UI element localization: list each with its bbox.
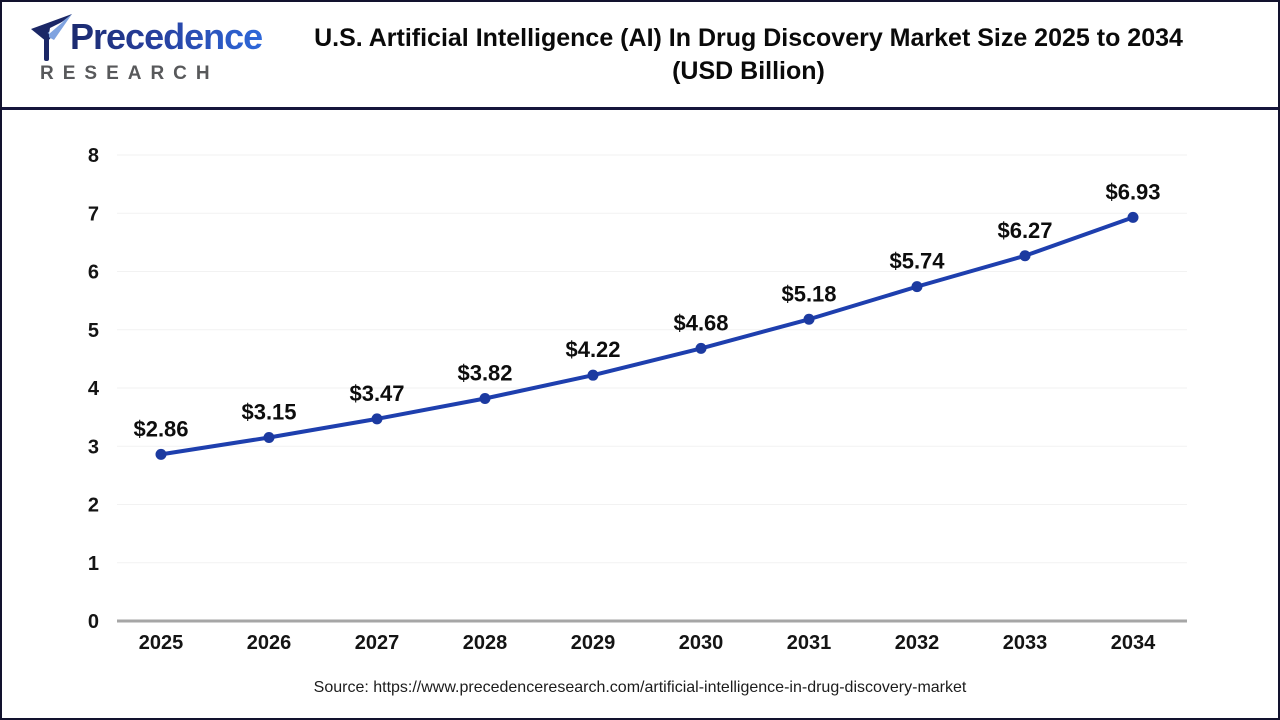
data-label: $6.27 xyxy=(997,218,1052,243)
x-tick-label: 2026 xyxy=(247,632,292,654)
data-label: $3.82 xyxy=(457,360,512,385)
line-chart: 0 1 2 3 4 5 6 7 8 2025 2026 2027 2028 2029 2030 2031 203… xyxy=(88,145,1187,654)
data-point xyxy=(803,313,815,325)
x-tick-label: 2028 xyxy=(463,632,508,654)
chart-area: 0 1 2 3 4 5 6 7 8 2025 2026 2027 2028 2029 2030 2031 203… xyxy=(2,110,1278,718)
y-tick-label: 7 xyxy=(88,203,99,225)
chart-title: U.S. Artificial Intelligence (AI) In Dru… xyxy=(237,22,1260,88)
brand-subtitle: RESEARCH xyxy=(40,63,219,84)
paper-plane-icon xyxy=(31,14,72,61)
data-point xyxy=(479,392,491,404)
data-label: $4.22 xyxy=(565,337,620,362)
x-tick-label: 2033 xyxy=(1003,632,1048,654)
data-point xyxy=(263,432,275,444)
x-tick-label: 2032 xyxy=(895,632,940,654)
trend-line xyxy=(159,215,1135,457)
x-tick-label: 2025 xyxy=(139,632,184,654)
data-label: $3.15 xyxy=(241,400,296,425)
x-tick-label: 2029 xyxy=(571,632,616,654)
chart-title-line2: (USD Billion) xyxy=(672,56,825,85)
y-tick-label: 5 xyxy=(88,320,99,342)
data-label: $5.18 xyxy=(781,281,836,306)
x-tick-label: 2034 xyxy=(1111,632,1156,654)
data-point xyxy=(155,448,167,460)
x-tick-label: 2031 xyxy=(787,632,832,654)
data-label: $5.74 xyxy=(889,249,945,274)
data-point xyxy=(911,281,923,293)
data-label: $2.86 xyxy=(133,416,188,441)
y-tick-label: 1 xyxy=(88,553,99,575)
y-tick-label: 2 xyxy=(88,495,99,517)
data-point xyxy=(371,413,383,425)
y-tick-label: 0 xyxy=(88,611,99,633)
brand-wordmark: Precedence xyxy=(70,16,263,57)
data-label: $3.47 xyxy=(349,381,404,406)
data-point xyxy=(1019,250,1031,262)
precedence-logo: Precedence RESEARCH xyxy=(30,12,263,84)
x-tick-label: 2030 xyxy=(679,632,724,654)
data-point xyxy=(587,369,599,381)
source-text: Source: https://www.precedenceresearch.c… xyxy=(313,679,967,696)
chart-title-line1: U.S. Artificial Intelligence (AI) In Dru… xyxy=(314,23,1183,52)
data-point xyxy=(695,342,707,354)
data-point xyxy=(1127,211,1139,223)
data-label: $4.68 xyxy=(673,310,728,335)
y-tick-label: 8 xyxy=(88,145,99,167)
x-tick-label: 2027 xyxy=(355,632,400,654)
data-label: $6.93 xyxy=(1105,179,1160,204)
header: Precedence RESEARCH U.S. Artificial Inte… xyxy=(2,2,1278,110)
y-tick-label: 3 xyxy=(88,436,99,458)
y-tick-label: 4 xyxy=(88,378,100,400)
y-tick-label: 6 xyxy=(88,262,99,284)
